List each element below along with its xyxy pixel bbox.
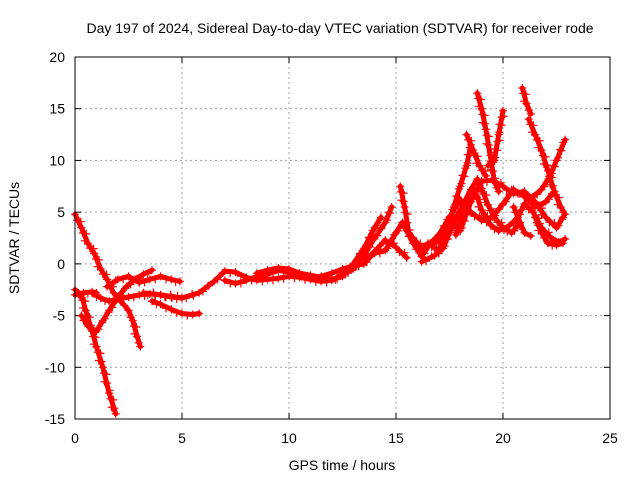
x-tick-label: 0: [71, 430, 79, 446]
plot-frame: [74, 56, 611, 420]
series-track-15: [451, 187, 570, 247]
x-tick-label: 5: [178, 430, 186, 446]
series-markers: [103, 272, 184, 291]
x-axis-label: GPS time / hours: [289, 457, 396, 473]
y-axis-label: SDTVAR / TECUs: [6, 182, 22, 294]
y-tick-label: 20: [49, 49, 65, 65]
y-tick-label: -15: [45, 411, 65, 427]
series-markers: [462, 130, 490, 180]
series-track-5: [77, 266, 157, 336]
x-tick-label: 25: [602, 430, 618, 446]
series-track-17: [483, 106, 508, 170]
series-track-6: [103, 272, 184, 291]
series-track-10: [252, 213, 386, 284]
series-track-7: [147, 297, 204, 320]
y-tick-label: -5: [53, 308, 66, 324]
tick-labels: 0 5 10 15 20 25 -15 -10 -5 0 5 10 15 20: [45, 49, 618, 446]
x-tick-label: 15: [388, 430, 404, 446]
series-markers: [509, 202, 535, 240]
y-tick-label: 10: [49, 152, 65, 168]
data-series-group: [70, 83, 570, 418]
y-tick-label: 5: [57, 204, 65, 220]
series-markers: [520, 135, 570, 203]
y-tick-label: 15: [49, 101, 65, 117]
chart-title: Day 197 of 2024, Sidereal Day-to-day VTE…: [86, 20, 593, 36]
x-tick-label: 20: [495, 430, 511, 446]
series-markers: [483, 106, 508, 170]
series-track-21: [509, 202, 535, 240]
series-track-23: [520, 135, 570, 203]
y-tick-label: -10: [45, 359, 65, 375]
series-markers: [147, 297, 204, 320]
series-markers: [252, 213, 386, 284]
series-markers: [77, 266, 157, 336]
series-markers: [524, 115, 570, 219]
series-track-22: [531, 213, 567, 250]
series-track-19: [518, 83, 535, 118]
series-markers: [518, 83, 535, 118]
x-tick-label: 10: [281, 430, 297, 446]
series-track-18: [462, 130, 490, 180]
series-markers: [531, 213, 567, 250]
y-tick-label: 0: [57, 256, 65, 272]
series-track-20: [524, 115, 570, 219]
